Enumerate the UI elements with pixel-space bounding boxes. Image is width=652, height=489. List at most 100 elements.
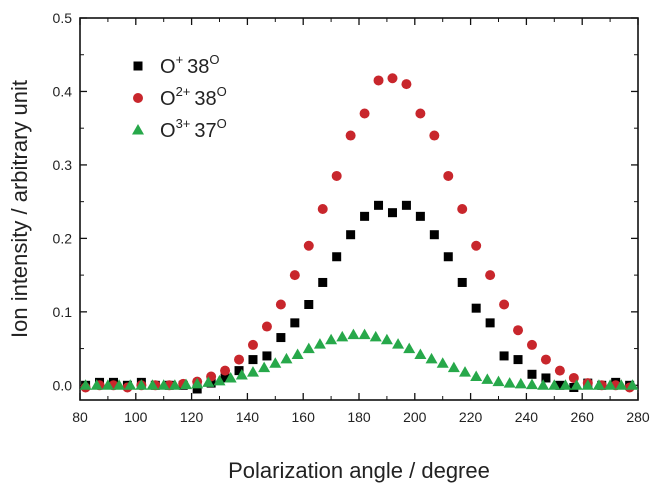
y-tick-label: 0.5: [53, 10, 73, 26]
x-tick-label: 80: [72, 409, 88, 425]
data-point: [429, 131, 439, 141]
data-point: [314, 338, 326, 349]
data-point: [470, 370, 482, 381]
legend-item-1: O+38O: [134, 52, 220, 78]
data-point: [381, 334, 393, 345]
x-tick-label: 240: [515, 409, 539, 425]
data-point: [513, 325, 523, 335]
data-point: [514, 355, 523, 364]
data-point: [280, 353, 292, 364]
data-point: [292, 348, 304, 359]
x-axis: 80 100 120 140 160 180 200 220 240 260 280: [72, 18, 650, 425]
data-point: [262, 351, 271, 360]
data-point: [276, 300, 286, 310]
data-point: [318, 278, 327, 287]
data-point: [370, 331, 382, 342]
data-point: [416, 212, 425, 221]
data-point: [303, 343, 315, 354]
data-point: [258, 362, 270, 373]
x-tick-label: 260: [571, 409, 595, 425]
legend-marker: [132, 124, 144, 135]
data-point: [304, 241, 314, 251]
data-point: [444, 252, 453, 261]
data-point: [430, 230, 439, 239]
data-point: [499, 300, 509, 310]
data-point: [290, 270, 300, 280]
data-point: [414, 348, 426, 359]
data-point: [472, 304, 481, 313]
data-point: [415, 109, 425, 119]
data-point: [458, 278, 467, 287]
data-point: [515, 378, 527, 389]
y-tick-label: 0.2: [53, 230, 73, 246]
x-tick-label: 220: [459, 409, 483, 425]
data-point: [481, 373, 493, 384]
legend-label: O2+38O: [160, 84, 227, 110]
x-axis-label: Polarization angle / degree: [228, 458, 490, 483]
data-point: [346, 131, 356, 141]
data-point: [485, 270, 495, 280]
data-point: [347, 329, 359, 340]
x-tick-label: 100: [124, 409, 148, 425]
data-point: [401, 79, 411, 89]
data-point: [493, 376, 505, 387]
y-tick-label: 0.4: [53, 83, 73, 99]
data-point: [443, 171, 453, 181]
y-axis-label: Ion intensity / arbitrary unit: [7, 80, 32, 338]
x-tick-label: 140: [236, 409, 260, 425]
x-tick-label: 160: [292, 409, 316, 425]
data-point: [387, 73, 397, 83]
x-tick-label: 180: [347, 409, 371, 425]
data-point: [459, 366, 471, 377]
y-tick-label: 0.1: [53, 304, 73, 320]
legend-label: O+38O: [160, 52, 220, 78]
data-point: [360, 109, 370, 119]
y-tick-label: 0.3: [53, 157, 73, 173]
data-point: [318, 204, 328, 214]
data-point: [486, 318, 495, 327]
data-point: [403, 343, 415, 354]
data-point: [359, 329, 371, 340]
data-point: [336, 331, 348, 342]
data-point: [374, 201, 383, 210]
data-point: [555, 366, 565, 376]
data-point: [392, 338, 404, 349]
data-point: [290, 318, 299, 327]
data-point: [541, 355, 551, 365]
data-point: [360, 212, 369, 221]
y-tick-label: 0.0: [53, 377, 73, 393]
data-point: [276, 333, 285, 342]
data-point: [500, 351, 509, 360]
x-tick-label: 280: [626, 409, 650, 425]
data-point: [426, 353, 438, 364]
data-point: [262, 322, 272, 332]
legend-marker: [133, 93, 143, 103]
legend-marker: [134, 62, 143, 71]
data-point: [526, 379, 538, 390]
data-point: [332, 171, 342, 181]
legend-label: O3+37O: [160, 116, 227, 142]
legend-item-2: O2+38O: [133, 84, 227, 110]
data-point: [437, 357, 449, 368]
x-tick-label: 120: [180, 409, 204, 425]
x-tick-label: 200: [403, 409, 427, 425]
data-point: [471, 241, 481, 251]
data-point: [234, 355, 244, 365]
data-point: [346, 230, 355, 239]
data-point: [220, 366, 230, 376]
data-point: [527, 340, 537, 350]
data-point: [304, 300, 313, 309]
data-point: [332, 252, 341, 261]
series-3: [80, 329, 639, 390]
data-point: [325, 334, 337, 345]
data-point: [457, 204, 467, 214]
data-point: [247, 366, 259, 377]
data-point: [374, 75, 384, 85]
data-point: [504, 377, 516, 388]
data-point: [248, 340, 258, 350]
series-1: [81, 201, 634, 394]
data-point: [388, 208, 397, 217]
data-point: [402, 201, 411, 210]
legend-item-3: O3+37O: [132, 116, 227, 142]
